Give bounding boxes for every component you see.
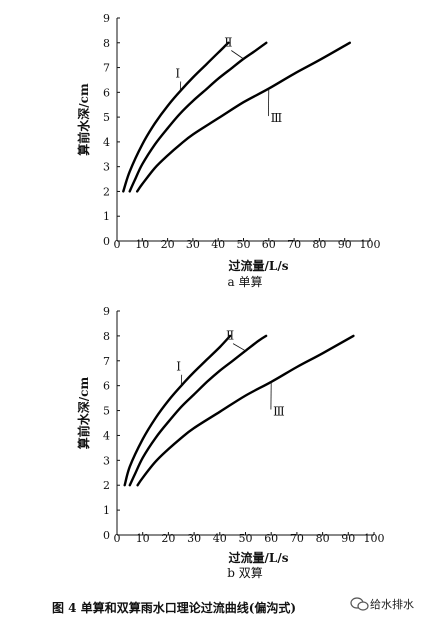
figure-caption: 图 4 单算和双算雨水口理论过流曲线(偏沟式) <box>52 600 296 615</box>
y-tick-label: 9 <box>103 305 110 318</box>
x-tick-label: 30 <box>187 532 201 545</box>
y-tick-label: 0 <box>103 529 110 542</box>
y-tick-label: 7 <box>103 62 110 75</box>
y-tick-label: 6 <box>103 86 110 99</box>
x-tick-label: 90 <box>341 532 355 545</box>
x-axis-label: 过流量/L/s <box>229 550 289 565</box>
x-tick-label: 20 <box>161 532 175 545</box>
y-tick-label: 5 <box>103 111 110 124</box>
y-tick-label: 4 <box>103 136 110 149</box>
y-axis-label: 算前水深/cm <box>76 83 91 156</box>
series-leader-2 <box>232 343 246 352</box>
x-tick-label: 80 <box>316 532 330 545</box>
chart-subtitle: a 单算 <box>228 274 263 289</box>
watermark: 给水排水 <box>350 597 414 611</box>
series-line-2 <box>128 334 268 487</box>
series-leader-2 <box>231 50 244 60</box>
x-tick-label: 50 <box>239 532 253 545</box>
x-tick-label: 30 <box>186 238 200 251</box>
x-tick-label: 10 <box>136 532 150 545</box>
x-tick-label: 0 <box>114 532 121 545</box>
y-tick-label: 2 <box>103 185 110 198</box>
x-tick-label: 60 <box>264 532 278 545</box>
wechat-logo-icon <box>350 597 369 611</box>
x-tick-label: 70 <box>287 238 301 251</box>
series-label-3: Ⅲ <box>273 405 285 419</box>
series-line-2 <box>128 41 268 193</box>
y-tick-label: 7 <box>103 355 110 368</box>
x-axis-label: 过流量/L/s <box>229 258 289 273</box>
chart-single-grate: 0 10 20 30 40 50 60 70 80 90 100 0 1 2 3 4 5 6 7 8 9 过流量/L/s 算… <box>76 12 381 289</box>
x-tick-label: 100 <box>364 532 385 545</box>
y-tick-label: 8 <box>103 330 110 343</box>
chart-double-grate: 0 10 20 30 40 50 60 70 80 90 100 0 1 2 3 4 5 6 7 8 9 过流量/L/s 算… <box>76 305 385 580</box>
watermark-text: 给水排水 <box>370 597 414 611</box>
y-tick-label: 6 <box>103 380 110 393</box>
y-axis-label: 算前水深/cm <box>76 377 91 450</box>
x-tick-label: 60 <box>262 238 276 251</box>
x-tick-label: 20 <box>161 238 175 251</box>
series-line-3 <box>136 334 355 487</box>
y-tick-label: 8 <box>103 37 110 50</box>
y-tick-label: 0 <box>103 235 110 248</box>
y-tick-label: 1 <box>103 210 110 223</box>
series-label-3: Ⅲ <box>271 111 283 125</box>
x-tick-label: 10 <box>135 238 149 251</box>
x-tick-label: 100 <box>360 238 381 251</box>
y-tick-label: 3 <box>103 454 110 467</box>
series-label-1: Ⅰ <box>176 360 181 374</box>
x-tick-label: 40 <box>213 532 227 545</box>
series-label-1: Ⅰ <box>175 66 180 80</box>
y-tick-label: 5 <box>103 405 110 418</box>
x-tick-label: 40 <box>211 238 225 251</box>
y-tick-label: 2 <box>103 479 110 492</box>
series-line-1 <box>122 41 230 193</box>
chart-subtitle: b 双算 <box>227 565 263 580</box>
y-tick-label: 1 <box>103 504 110 517</box>
x-tick-label: 90 <box>338 238 352 251</box>
x-tick-label: 0 <box>114 238 121 251</box>
x-tick-label: 50 <box>237 238 251 251</box>
y-tick-label: 4 <box>103 429 110 442</box>
y-tick-label: 3 <box>103 161 110 174</box>
x-tick-label: 70 <box>290 532 304 545</box>
series-line-1 <box>123 334 232 487</box>
y-tick-label: 9 <box>103 12 110 25</box>
x-tick-label: 80 <box>312 238 326 251</box>
series-label-2: Ⅱ <box>226 329 234 343</box>
series-label-2: Ⅱ <box>224 35 232 49</box>
series-line-3 <box>136 41 351 193</box>
